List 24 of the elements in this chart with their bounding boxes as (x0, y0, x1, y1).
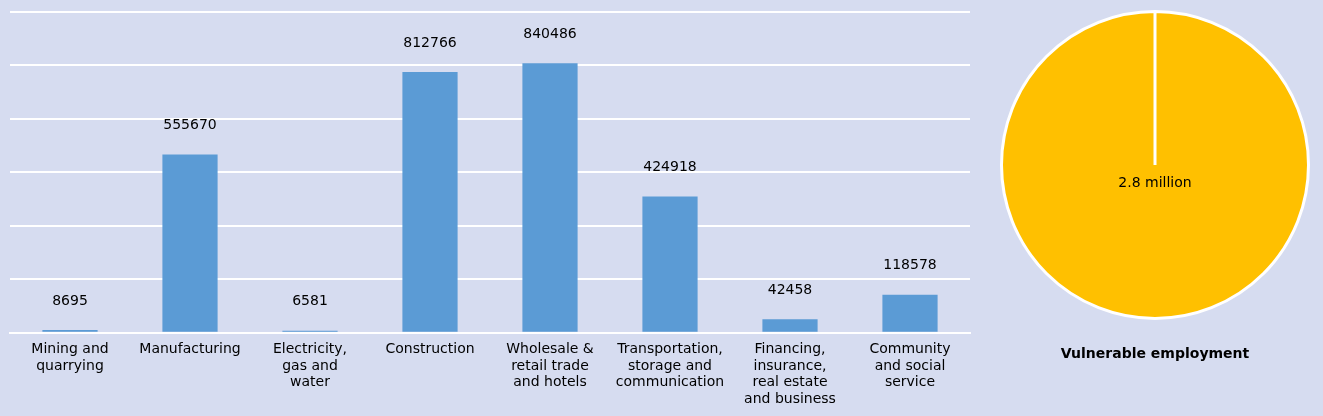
bar (882, 294, 938, 332)
bar (762, 319, 818, 332)
bar (642, 196, 698, 332)
x-tick-label: Mining and quarrying (31, 339, 109, 373)
data-label: 8695 (52, 291, 88, 308)
x-tick-label: Manufacturing (139, 339, 241, 356)
bar (522, 63, 578, 332)
x-tick-label: Construction (385, 339, 475, 356)
data-label: 118578 (883, 256, 937, 273)
x-tick-label: Wholesale & retail trade and hotels (506, 339, 594, 390)
x-tick-label: Electricity, gas and water (273, 339, 347, 390)
data-label: 6581 (292, 292, 328, 309)
data-label: 42458 (767, 280, 813, 297)
bar (402, 72, 458, 332)
data-label: 424918 (643, 158, 697, 175)
x-tick-label: Financing, insurance, real estate and business (744, 339, 836, 407)
x-tick-label: Community and social service (869, 339, 951, 390)
data-label: 840486 (523, 24, 577, 41)
data-label: 555670 (163, 116, 217, 133)
text: Vulnerable employment (1059, 345, 1251, 361)
data-label: 2.8 million (1118, 173, 1192, 190)
x-tick-label: Transportation, storage and communication (615, 339, 725, 390)
data-label: 812766 (403, 33, 457, 50)
bar (162, 154, 218, 332)
